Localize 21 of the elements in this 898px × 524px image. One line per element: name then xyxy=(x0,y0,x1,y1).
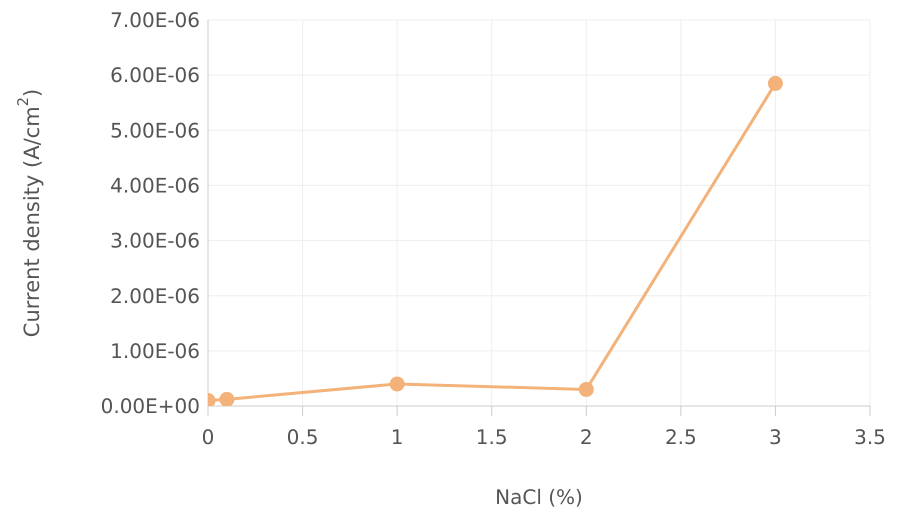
y-tick-label: 0.00E+00 xyxy=(100,394,200,418)
point xyxy=(768,76,783,91)
y-tick-label: 4.00E-06 xyxy=(110,174,200,198)
x-tick-label: 1.5 xyxy=(476,425,508,450)
point xyxy=(578,382,594,397)
y-tick-label: 2.00E-06 xyxy=(110,284,200,308)
y-tick-label: 1.00E-06 xyxy=(110,338,200,363)
x-axis-title: NaCl (%) xyxy=(495,485,583,509)
x-tick-label: 1 xyxy=(390,425,404,450)
x-tick-label: 0.5 xyxy=(286,425,318,450)
x-tick-label: 2.5 xyxy=(664,425,697,450)
y-tick-label: 3.00E-06 xyxy=(110,228,200,253)
x-tick-label: 0 xyxy=(202,425,214,450)
x-tick-label: 2 xyxy=(580,425,593,450)
y-tick-label: 7.00E-06 xyxy=(110,8,200,32)
y-tick-label: 5.00E-06 xyxy=(110,118,200,142)
point xyxy=(219,392,234,406)
x-tick-label: 3 xyxy=(769,425,782,450)
y-tick-label: 6.00E-06 xyxy=(110,63,200,88)
x-tick-label: 3.5 xyxy=(854,425,886,450)
point xyxy=(390,376,405,392)
